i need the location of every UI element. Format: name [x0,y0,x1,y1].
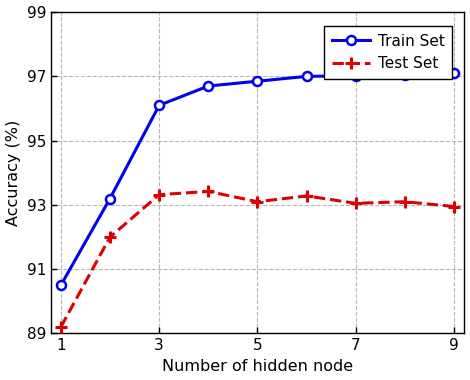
Test Set [58,325,63,329]
Test Set [402,200,408,204]
X-axis label: Number of hidden node: Number of hidden node [162,359,353,374]
Line: Train Set: Train Set [56,69,459,290]
Train Set [107,196,113,201]
Test Set [451,204,457,209]
Test Set [107,235,113,239]
Train Set [157,103,162,108]
Line: Test Set: Test Set [55,185,460,333]
Train Set [255,79,260,84]
Test Set [157,192,162,197]
Test Set [353,201,359,206]
Legend: Train Set, Test Set: Train Set, Test Set [324,26,452,79]
Test Set [304,194,309,198]
Train Set [304,74,309,79]
Test Set [205,189,211,194]
Test Set [255,200,260,204]
Train Set [58,283,63,288]
Train Set [205,84,211,88]
Train Set [451,71,457,76]
Y-axis label: Accuracy (%): Accuracy (%) [6,120,21,226]
Train Set [402,73,408,77]
Train Set [353,73,359,78]
